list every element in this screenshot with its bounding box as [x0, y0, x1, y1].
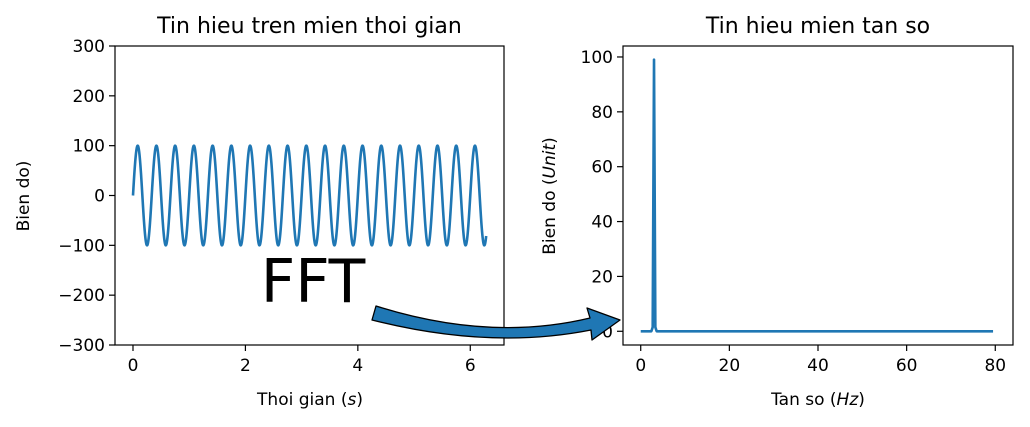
time-chart-title: Tin hieu tren mien thoi gian: [156, 14, 462, 39]
frequency-y-tick-label: 40: [591, 213, 613, 233]
time-y-ticks: −300 −200 −100 0 100 200 300: [58, 37, 115, 356]
frequency-x-axis-label: Tan so (Hz): [770, 390, 865, 410]
time-x-tick-label: 6: [465, 356, 476, 376]
frequency-x-tick-label: 0: [635, 356, 646, 376]
time-domain-chart: 0 2 4 6 −300 −200 −100 0 100 200 300 Tin hieu tre…: [14, 14, 505, 410]
time-y-tick-label: 0: [94, 187, 105, 207]
time-y-axis-label: Bien do): [14, 161, 34, 232]
time-x-tick-label: 0: [128, 356, 139, 376]
frequency-y-ticks: 0 20 40 60 80 100: [581, 48, 623, 342]
frequency-chart-title: Tin hieu mien tan so: [705, 14, 930, 39]
time-x-axis-label: Thoi gian (s): [256, 390, 363, 410]
time-x-tick-label: 2: [240, 356, 251, 376]
time-signal-line: [131, 144, 488, 247]
frequency-y-tick-label: 60: [591, 158, 613, 178]
frequency-domain-chart: 0 20 40 60 80 0 20 40 60 80 100 Tin hieu mien tan…: [540, 14, 1014, 410]
time-plot-frame: [114, 45, 505, 346]
frequency-y-tick-label: 0: [602, 322, 613, 342]
time-x-ticks: 0 2 4 6: [128, 345, 476, 376]
frequency-y-axis-label: Bien do (Unit): [540, 137, 560, 255]
frequency-x-tick-label: 60: [896, 356, 918, 376]
frequency-spectrum-line: [640, 58, 994, 333]
frequency-x-ticks: 0 20 40 60 80: [635, 345, 1006, 376]
fft-annotation-label: FFT: [261, 247, 366, 317]
frequency-plot-frame: [622, 45, 1014, 346]
frequency-x-tick-label: 40: [807, 356, 829, 376]
time-y-tick-label: 300: [73, 37, 105, 57]
time-y-tick-label: −100: [58, 236, 105, 256]
frequency-x-tick-label: 80: [984, 356, 1006, 376]
fft-arrow: [371, 305, 621, 341]
frequency-y-tick-label: 20: [591, 267, 613, 287]
frequency-y-tick-label: 80: [591, 103, 613, 123]
time-x-tick-label: 4: [352, 356, 363, 376]
frequency-y-tick-label: 100: [581, 48, 613, 68]
time-y-tick-label: −200: [58, 286, 105, 306]
time-y-tick-label: −300: [58, 336, 105, 356]
frequency-x-tick-label: 20: [719, 356, 741, 376]
time-y-tick-label: 100: [73, 137, 105, 157]
time-y-tick-label: 200: [73, 87, 105, 107]
